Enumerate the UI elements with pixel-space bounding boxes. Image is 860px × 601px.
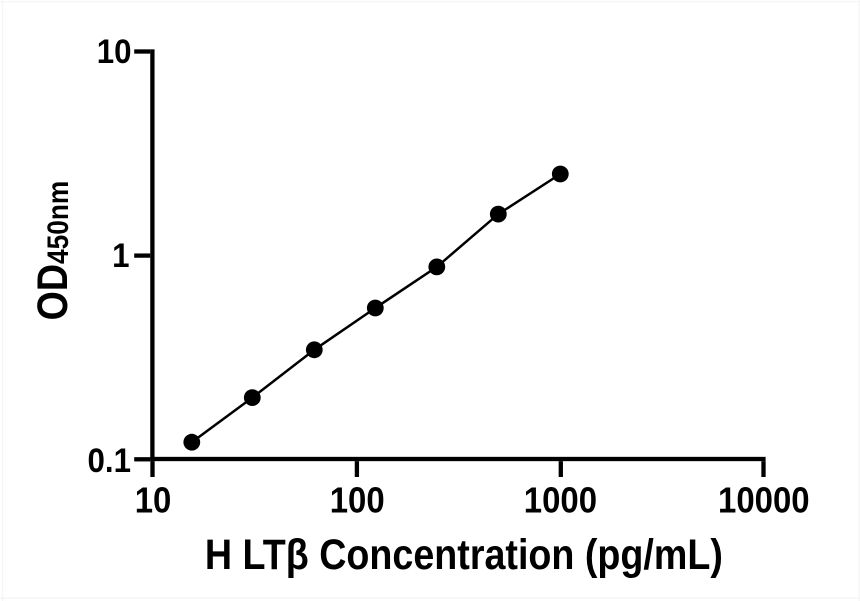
svg-text:100: 100 [330,481,385,521]
svg-text:10000: 10000 [718,481,810,521]
svg-text:1000: 1000 [524,481,597,521]
svg-text:1: 1 [112,236,129,275]
svg-text:OD450nm: OD450nm [27,181,76,321]
svg-text:10: 10 [97,32,132,71]
svg-text:10: 10 [135,481,172,521]
svg-text:H LTβ Concentration (pg/mL): H LTβ Concentration (pg/mL) [205,530,723,579]
svg-text:0.1: 0.1 [88,441,131,480]
